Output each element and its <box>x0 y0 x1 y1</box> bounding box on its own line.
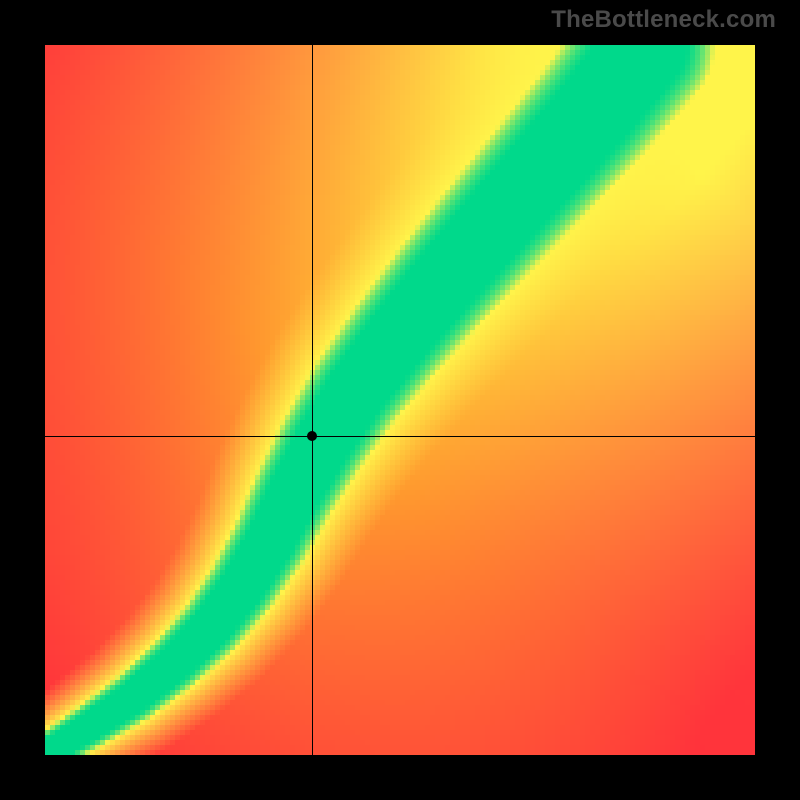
crosshair-vertical-line <box>312 45 313 755</box>
heatmap-canvas <box>45 45 755 755</box>
heatmap-plot <box>45 45 755 755</box>
crosshair-marker <box>307 431 317 441</box>
crosshair-horizontal-line <box>45 436 755 437</box>
watermark-text: TheBottleneck.com <box>551 6 776 34</box>
